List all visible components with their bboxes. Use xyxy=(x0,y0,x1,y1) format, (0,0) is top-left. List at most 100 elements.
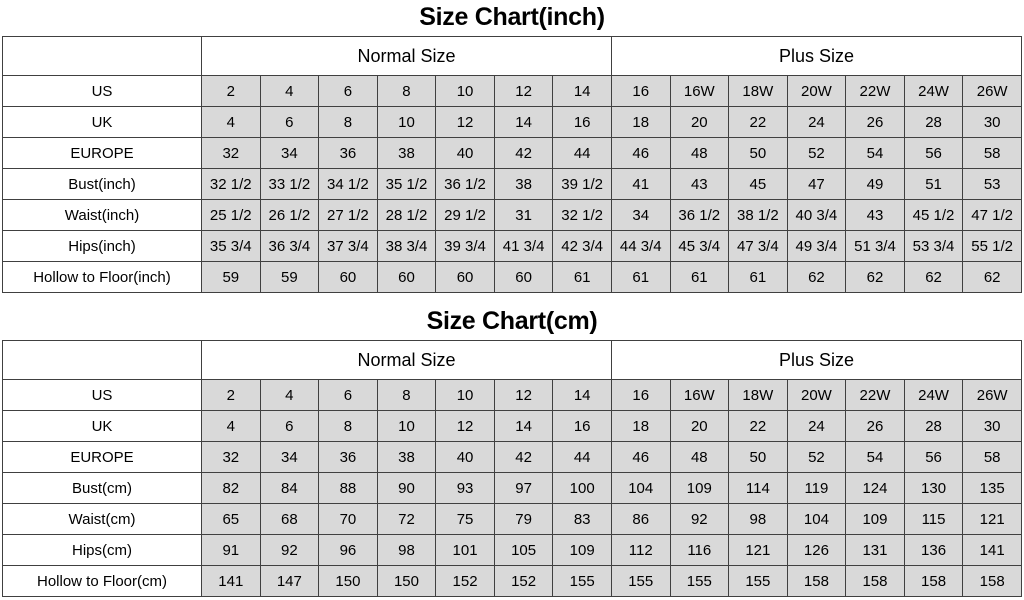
table-cell: 30 xyxy=(962,410,1022,442)
table-cell: 116 xyxy=(669,534,730,566)
table-cell: 10 xyxy=(435,75,495,107)
table-cell: 28 1/2 xyxy=(376,199,437,231)
table-cell: 32 1/2 xyxy=(201,168,261,200)
table-cell: 26 xyxy=(845,106,905,138)
table-cell: 32 1/2 xyxy=(552,199,612,231)
table-cell: 115 xyxy=(903,503,964,535)
table-cell: 12 xyxy=(493,379,554,411)
table-cell: 36 3/4 xyxy=(259,230,320,262)
row-label-us: US xyxy=(2,379,202,411)
table-cell: 42 3/4 xyxy=(552,230,612,262)
table-cell: 53 xyxy=(962,168,1022,200)
table-cell: 24W xyxy=(903,75,964,107)
group-header-plus-size: Plus Size xyxy=(610,340,1023,380)
table-cell: 20W xyxy=(786,379,847,411)
table-cell: 62 xyxy=(786,261,847,293)
table-cell: 4 xyxy=(259,379,320,411)
table-cell: 56 xyxy=(903,441,964,473)
table-cell: 58 xyxy=(962,137,1022,169)
corner-blank-cell xyxy=(2,340,202,380)
table-cell: 10 xyxy=(435,379,495,411)
table-cell: 62 xyxy=(962,261,1022,293)
table-cell: 2 xyxy=(201,379,261,411)
table-cell: 16W xyxy=(669,75,730,107)
table-cell: 136 xyxy=(903,534,964,566)
table-cell: 39 3/4 xyxy=(435,230,495,262)
table-cell: 32 xyxy=(201,441,261,473)
table-row: Hips(cm) 91 92 96 98 101 105 109 112 116 121 126 131… xyxy=(2,534,1022,566)
table-cell: 112 xyxy=(610,534,671,566)
table-cell: 38 xyxy=(493,168,554,200)
table-row: US 2 4 6 8 10 12 14 16 16W 18W 20W 22W 24W 26W xyxy=(2,75,1022,107)
table-cell: 44 xyxy=(552,441,612,473)
table-cell: 158 xyxy=(845,565,905,597)
table-cell: 10 xyxy=(376,410,437,442)
table-cell: 8 xyxy=(318,106,378,138)
table-cell: 92 xyxy=(259,534,320,566)
table-cell: 14 xyxy=(552,75,612,107)
table-cell: 12 xyxy=(435,410,495,442)
table-cell: 43 xyxy=(845,199,905,231)
table-cell: 52 xyxy=(786,441,847,473)
table-cell: 84 xyxy=(259,472,320,504)
table-cell: 30 xyxy=(962,106,1022,138)
page-title-cm: Size Chart(cm) xyxy=(426,307,598,335)
row-label-hips-inch: Hips(inch) xyxy=(2,230,202,262)
row-label-hips-cm: Hips(cm) xyxy=(2,534,202,566)
table-row: Waist(cm) 65 68 70 72 75 79 83 86 92 98 104 109 115 12… xyxy=(2,503,1022,535)
table-cell: 6 xyxy=(259,106,320,138)
size-chart-cm-block: Size Chart(cm) Normal Size Plus Size US 2 4 6… xyxy=(2,301,1023,597)
table-cell: 45 xyxy=(728,168,788,200)
table-cell: 141 xyxy=(962,534,1022,566)
table-cell: 155 xyxy=(610,565,671,597)
table-cell: 75 xyxy=(435,503,495,535)
table-cell: 119 xyxy=(786,472,847,504)
row-label-us: US xyxy=(2,75,202,107)
table-row: EUROPE 32 34 36 38 40 42 44 46 48 50 52 54 56 58 xyxy=(2,137,1022,169)
table-cell: 29 1/2 xyxy=(435,199,495,231)
table-cell: 109 xyxy=(845,503,905,535)
table-cell: 6 xyxy=(318,379,378,411)
table-row: Hips(inch) 35 3/4 36 3/4 37 3/4 38 3/4 39 3/4… xyxy=(2,230,1022,262)
chart-spacer xyxy=(0,293,1024,301)
table-cell: 38 xyxy=(376,137,437,169)
table-cell: 4 xyxy=(201,106,261,138)
table-cell: 49 3/4 xyxy=(786,230,847,262)
table-cell: 61 xyxy=(728,261,788,293)
table-cell: 97 xyxy=(493,472,554,504)
table-row: UK 4 6 8 10 12 14 16 18 20 22 24 26 28 30 xyxy=(2,410,1022,442)
table-cell: 14 xyxy=(552,379,612,411)
table-cell: 47 3/4 xyxy=(728,230,788,262)
table-cell: 100 xyxy=(552,472,612,504)
table-cell: 121 xyxy=(962,503,1022,535)
table-cell: 35 3/4 xyxy=(201,230,261,262)
table-cell: 109 xyxy=(552,534,612,566)
table-cell: 62 xyxy=(903,261,964,293)
table-cell: 26 1/2 xyxy=(259,199,320,231)
row-label-bust-inch: Bust(inch) xyxy=(2,168,202,200)
table-cell: 12 xyxy=(435,106,495,138)
table-cell: 150 xyxy=(376,565,437,597)
row-label-europe: EUROPE xyxy=(2,441,202,473)
table-cell: 62 xyxy=(845,261,905,293)
table-cell: 2 xyxy=(201,75,261,107)
table-cell: 92 xyxy=(669,503,730,535)
table-cell: 16 xyxy=(610,379,671,411)
table-cell: 22 xyxy=(728,106,788,138)
table-cell: 158 xyxy=(962,565,1022,597)
table-cell: 54 xyxy=(845,441,905,473)
table-cell: 68 xyxy=(259,503,320,535)
table-cell: 44 3/4 xyxy=(610,230,671,262)
table-cell: 4 xyxy=(201,410,261,442)
table-cell: 59 xyxy=(201,261,261,293)
table-cell: 158 xyxy=(786,565,847,597)
group-header-row: Normal Size Plus Size xyxy=(2,340,1023,380)
table-cell: 32 xyxy=(201,137,261,169)
table-cell: 86 xyxy=(610,503,671,535)
table-cell: 25 1/2 xyxy=(201,199,261,231)
table-cell: 60 xyxy=(493,261,554,293)
row-label-waist-cm: Waist(cm) xyxy=(2,503,202,535)
table-cell: 22W xyxy=(845,379,905,411)
table-cell: 22W xyxy=(845,75,905,107)
